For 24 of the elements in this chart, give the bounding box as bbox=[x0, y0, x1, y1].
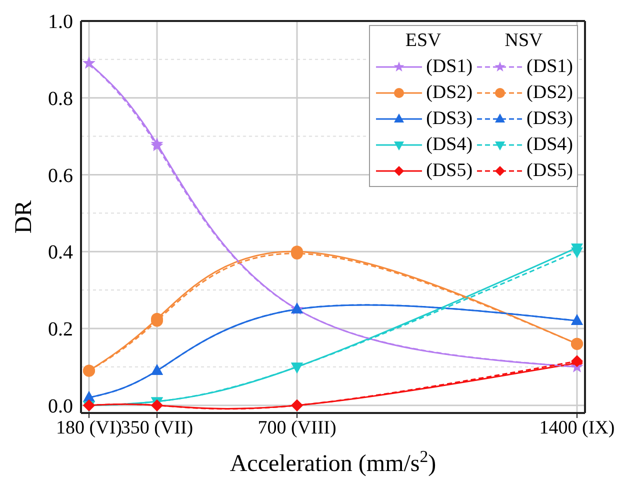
y-tick-label: 1.0 bbox=[48, 11, 73, 34]
x-axis-title: Acceleration (mm/s$^{2}$) bbox=[230, 446, 436, 477]
y-tick-label: 0.8 bbox=[48, 88, 73, 110]
legend-label: (DS3) bbox=[425, 108, 473, 130]
y-tick-label: 0.4 bbox=[48, 242, 73, 264]
legend-label: (DS5) bbox=[526, 160, 573, 182]
legend-label: (DS4) bbox=[526, 134, 573, 156]
annotation: NSV bbox=[504, 29, 544, 53]
legend-label: (DS2) bbox=[425, 82, 473, 104]
y-tick-label: 0.0 bbox=[48, 395, 73, 418]
legend-label: (DS2) bbox=[526, 82, 573, 104]
y-tick-label: 0.2 bbox=[48, 318, 73, 341]
y-tick-label: 0.6 bbox=[48, 164, 73, 187]
x-tick-label: 1400 (IX) bbox=[539, 417, 615, 438]
legend-label: (DS3) bbox=[526, 108, 573, 130]
y-axis-title: DR bbox=[11, 200, 37, 234]
x-tick-label: 700 (VIII) bbox=[258, 417, 336, 438]
x-tick-label: 180 (VI) bbox=[56, 417, 122, 438]
legend-label: (DS5) bbox=[425, 160, 473, 182]
annotation: ESV bbox=[404, 29, 442, 53]
legend-label: (DS1) bbox=[425, 56, 473, 78]
legend-label: (DS4) bbox=[425, 134, 473, 156]
legend-label: (DS1) bbox=[526, 56, 573, 78]
x-tick-label: 350 (VII) bbox=[120, 417, 194, 438]
